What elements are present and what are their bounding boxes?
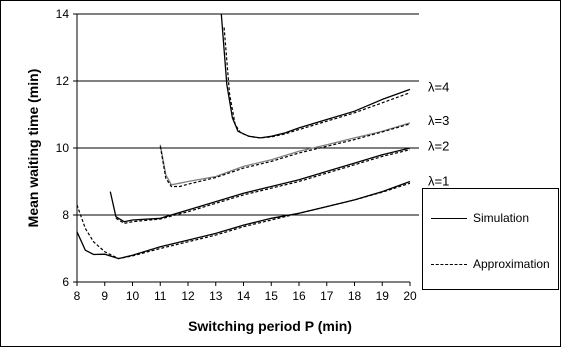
series-line-lambda-2-approximation: [115, 149, 411, 225]
series-line-lambda-2-simulation: [109, 147, 411, 223]
series-line-lambda-1-approximation: [76, 182, 411, 260]
curve-label-lambda: λ=4: [428, 80, 449, 95]
y-tick-label: 6: [62, 275, 69, 289]
curve-label-lambda: λ=1: [428, 174, 449, 189]
legend-dashed-line: [431, 263, 467, 265]
legend-solid-line: [431, 217, 467, 219]
legend-label: Simulation: [473, 211, 530, 225]
axes: [73, 13, 411, 286]
x-tick-label: 14: [237, 289, 251, 303]
x-tick-label: 20: [403, 289, 417, 303]
y-tick-label: 12: [56, 74, 70, 88]
x-tick-label: 13: [209, 289, 223, 303]
x-tick-label: 15: [265, 289, 279, 303]
curve-label-lambda: λ=2: [428, 138, 449, 153]
series-lines: [76, 13, 411, 260]
curve-labels: λ=4 λ=3 λ=2 λ=1: [428, 80, 449, 189]
y-tick-label: 8: [62, 208, 69, 222]
grid-lines: [77, 13, 419, 216]
legend: Simulation Approximation: [422, 188, 559, 290]
x-tick-label: 18: [348, 289, 362, 303]
y-tick-label: 10: [56, 141, 70, 155]
x-tick-label: 8: [74, 289, 81, 303]
x-tick-label: 16: [292, 289, 306, 303]
legend-item-approximation: Approximation: [423, 257, 550, 271]
x-tick-label: 9: [101, 289, 108, 303]
legend-label: Approximation: [473, 257, 550, 271]
series-line-lambda-4-approximation: [223, 27, 411, 139]
x-tick-label: 19: [376, 289, 390, 303]
x-tick-label: 17: [320, 289, 334, 303]
x-tick-label: 11: [154, 289, 167, 303]
legend-item-simulation: Simulation: [423, 211, 529, 225]
series-line-lambda-3-approximation: [159, 123, 411, 188]
curve-label-lambda: λ=3: [428, 113, 449, 128]
series-line-lambda-3-simulation: [159, 122, 411, 186]
y-tick-label: 14: [56, 7, 70, 21]
x-axis-label: Switching period P (min): [188, 318, 352, 334]
y-axis-label: Mean waiting time (min): [25, 68, 41, 228]
x-tick-label: 10: [126, 289, 140, 303]
series-line-lambda-1-simulation: [76, 180, 411, 260]
series-line-lambda-4-simulation: [220, 13, 411, 139]
x-tick-label: 12: [181, 289, 195, 303]
